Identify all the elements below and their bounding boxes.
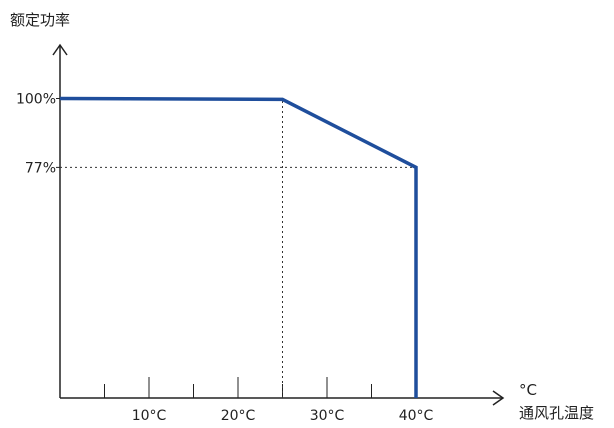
x-tick-label: 20°C <box>221 408 256 424</box>
x-tick-label: 10°C <box>132 408 167 424</box>
y-ticks: 100% 77% <box>16 92 60 176</box>
x-tick-label: 30°C <box>310 408 345 424</box>
y-tick-label: 100% <box>16 92 56 108</box>
derating-curve <box>59 96 418 398</box>
x-tick-label: 40°C <box>399 408 434 424</box>
y-axis-title: 额定功率 <box>10 11 70 29</box>
x-tick-labels: 10°C 20°C 30°C 40°C <box>132 408 434 424</box>
reference-lines <box>60 99 416 398</box>
x-axis-arrow-icon <box>492 390 505 406</box>
series-group <box>59 96 418 398</box>
y-tick-label: 77% <box>25 160 56 176</box>
x-axis-unit: °C <box>519 381 537 399</box>
x-minor-ticks <box>104 377 372 398</box>
x-axis-title: 通风孔温度 <box>519 404 594 422</box>
y-axis-arrow-icon <box>52 43 68 56</box>
